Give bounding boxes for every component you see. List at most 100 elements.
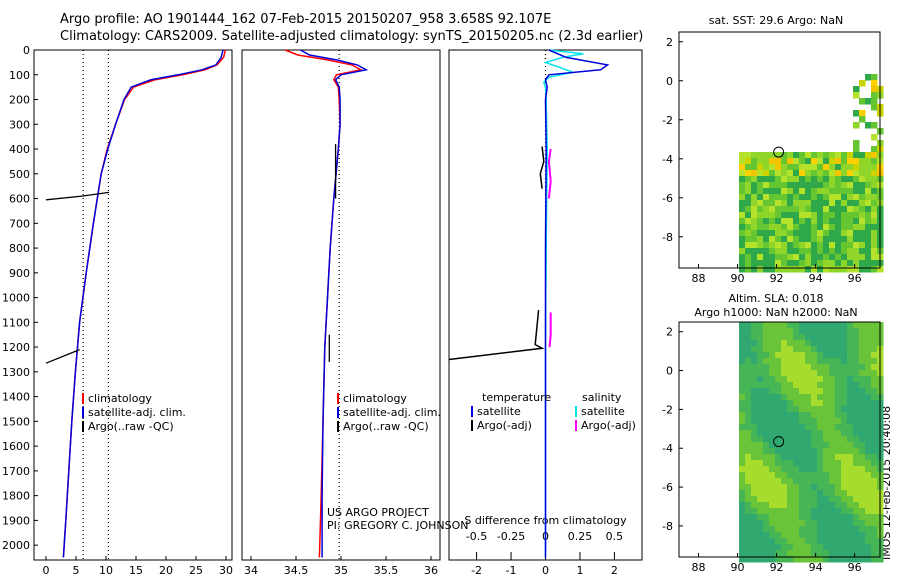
title-line-1: Argo profile: AO 1901444_162 07-Feb-2015… (60, 12, 552, 27)
temperature-difference-axis-tick-label: 2 (611, 564, 618, 577)
temperature-climatology-line (62, 49, 227, 558)
salinity-satellite-line (300, 49, 369, 558)
salinity-difference-tick-label: -0.5 (466, 530, 487, 543)
temperature-axis-tick-label: 25 (189, 564, 203, 577)
temperature-legend-satellite-label: satellite-adj. clim. (88, 406, 186, 419)
depth-tick-label: 0 (23, 44, 30, 57)
difference-legend-temperature-title: temperature (482, 391, 551, 404)
depth-tick-label: 1300 (2, 366, 30, 379)
salinity-axis-tick-label: 35 (334, 564, 348, 577)
depth-tick-label: 800 (9, 242, 30, 255)
depth-tick-label: 600 (9, 193, 30, 206)
sla-map-lon-tick-label: 88 (692, 561, 706, 574)
sla-map-lat-tick-label: 0 (666, 365, 673, 378)
sst-map-frame (678, 31, 881, 269)
temperature-difference-axis-tick-label: -2 (471, 564, 482, 577)
sla-map-frame (678, 321, 881, 558)
depth-tick-label: 100 (9, 69, 30, 82)
title-line-2: Climatology: CARS2009. Satellite-adjuste… (60, 29, 644, 44)
salinity-difference-tick-label: 0.25 (568, 530, 593, 543)
temperature-legend-argo-label: Argo(..raw -QC) (88, 420, 174, 433)
depth-tick-label: 500 (9, 168, 30, 181)
depth-tick-label: 1000 (2, 292, 30, 305)
depth-tick-label: 400 (9, 143, 30, 156)
sst-map-lat-tick-label: 0 (666, 75, 673, 88)
sla-map-lat-tick-label: -2 (662, 403, 673, 416)
depth-tick-label: 1400 (2, 391, 30, 404)
sla-map-subtitle: Argo h1000: NaN h2000: NaN (694, 306, 857, 319)
temperature-difference-axis-tick-label: 0 (542, 564, 549, 577)
principal-investigator: PI: GREGORY C. JOHNSON (327, 519, 468, 532)
sst-map-lon-tick-label: 88 (692, 272, 706, 285)
sst-map-lon-tick-label: 94 (809, 272, 823, 285)
depth-tick-label: 1900 (2, 514, 30, 527)
salinity-axis-tick-label: 34 (244, 564, 258, 577)
depth-tick-label: 300 (9, 118, 30, 131)
depth-tick-label: 1100 (2, 316, 30, 329)
salinity-legend-argo-label: Argo(..raw -QC) (343, 420, 429, 433)
sst-map-lat-tick-label: -4 (662, 153, 673, 166)
salinity-axis-tick-label: 35.5 (374, 564, 399, 577)
salinity-legend-climatology-label: climatology (343, 392, 407, 405)
depth-tick-label: 1600 (2, 440, 30, 453)
salinity-axis-tick-label: 36 (424, 564, 438, 577)
temperature-axis-tick-label: 0 (43, 564, 50, 577)
temperature-axis-tick-label: 20 (159, 564, 173, 577)
sla-map-lon-tick-label: 96 (848, 561, 862, 574)
sst-map-lon-tick-label: 92 (770, 272, 784, 285)
depth-tick-label: 1800 (2, 490, 30, 503)
sla-map-lat-tick-label: -4 (662, 442, 673, 455)
difference-legend-temperature-argo-label: Argo(-adj) (477, 419, 532, 432)
temperature-difference-argo-line (448, 309, 545, 361)
sst-map-lat-tick-label: -6 (662, 192, 673, 205)
depth-tick-label: 1200 (2, 341, 30, 354)
sla-map-lat-tick-label: 2 (666, 326, 673, 339)
depth-tick-label: 900 (9, 267, 30, 280)
sla-map-title: Altim. SLA: 0.018 (728, 292, 823, 305)
depth-tick-label: 700 (9, 217, 30, 230)
temperature-legend-climatology-label: climatology (88, 392, 152, 405)
salinity-difference-argo-line (548, 312, 552, 348)
depth-tick-label: 200 (9, 94, 30, 107)
salinity-difference-tick-label: -0.25 (497, 530, 525, 543)
sla-map-lon-tick-label: 92 (770, 561, 784, 574)
salinity-legend-satellite-label: satellite-adj. clim. (343, 406, 441, 419)
sst-map-lat-tick-label: 2 (666, 36, 673, 49)
salinity-axis-tick-label: 34.5 (284, 564, 309, 577)
difference-legend-temperature-satellite-label: satellite (477, 405, 521, 418)
temperature-difference-satellite-line (544, 49, 610, 558)
sst-map-argo-position-marker (773, 146, 785, 158)
salinity-difference-argo-line (547, 148, 552, 199)
depth-tick-label: 1500 (2, 415, 30, 428)
temperature-axis-tick-label: 15 (129, 564, 143, 577)
salinity-difference-tick-label: 0.5 (606, 530, 624, 543)
sla-map-argo-position-marker (773, 436, 785, 448)
temperature-axis-tick-label: 5 (73, 564, 80, 577)
sla-map-lon-tick-label: 90 (731, 561, 745, 574)
sst-map-lat-tick-label: -2 (662, 114, 673, 127)
temperature-panel-frame (33, 49, 233, 561)
depth-tick-label: 1700 (2, 465, 30, 478)
sla-map-lon-tick-label: 94 (809, 561, 823, 574)
temperature-difference-axis-tick-label: 1 (576, 564, 583, 577)
temperature-argo-line (45, 191, 110, 201)
salinity-panel-frame (241, 49, 441, 561)
temperature-axis-tick-label: 30 (219, 564, 233, 577)
sla-map-lat-tick-label: -8 (662, 520, 673, 533)
sst-map-lon-tick-label: 96 (848, 272, 862, 285)
temperature-satellite-line (62, 49, 224, 558)
project-name: US ARGO PROJECT (327, 506, 429, 519)
difference-legend-salinity-argo-label: Argo(-adj) (581, 419, 636, 432)
difference-legend-salinity-title: salinity (582, 391, 622, 404)
sst-map-title: sat. SST: 29.6 Argo: NaN (709, 14, 843, 27)
temperature-difference-axis-tick-label: -1 (506, 564, 517, 577)
sst-map-lat-tick-label: -8 (662, 231, 673, 244)
depth-tick-label: 2000 (2, 539, 30, 552)
temperature-axis-tick-label: 10 (99, 564, 113, 577)
difference-legend-salinity-satellite-label: satellite (581, 405, 625, 418)
sst-map-lon-tick-label: 90 (731, 272, 745, 285)
sla-map-lat-tick-label: -6 (662, 481, 673, 494)
sst-map-field (739, 74, 884, 273)
temperature-argo-line (45, 348, 80, 364)
